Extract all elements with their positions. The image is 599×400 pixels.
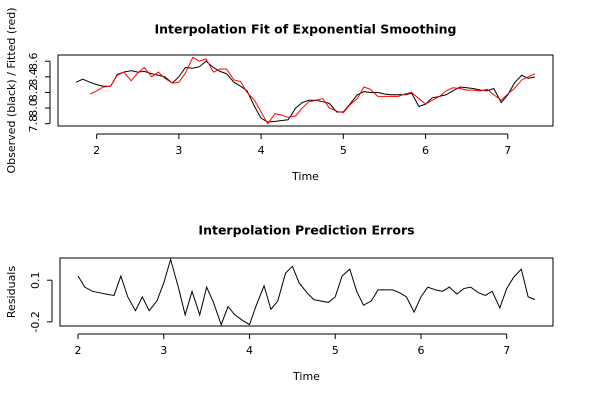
x-tick-label: 3 [160, 344, 167, 357]
y-tick-label: 0.1 [29, 271, 42, 289]
x-tick-label: 2 [93, 144, 100, 157]
chart-title: Interpolation Prediction Errors [198, 223, 414, 238]
y-axis-label: Observed (black) / Fitted (red) [5, 8, 18, 174]
x-axis-label: Time [292, 370, 320, 383]
plot-box [57, 54, 554, 127]
data-line [75, 60, 536, 123]
y-tick-label: 7.8 [27, 115, 40, 132]
x-tick-label: 6 [417, 344, 424, 357]
x-tick-label: 4 [258, 144, 265, 157]
y-tick-label: 8.4 [27, 68, 40, 86]
y-tick-label: 8.2 [27, 84, 40, 102]
x-tick-label: 6 [422, 144, 429, 157]
x-tick-label: 3 [175, 144, 182, 157]
y-tick-label: 8.6 [27, 52, 40, 70]
plot-box [59, 257, 554, 327]
y-tick-label: 8.0 [27, 99, 40, 117]
data-line [89, 56, 536, 125]
x-tick-label: 2 [75, 344, 82, 357]
x-tick-label: 5 [340, 144, 347, 157]
x-tick-label: 5 [332, 344, 339, 357]
x-tick-label: 7 [504, 144, 511, 157]
x-tick-label: 4 [246, 344, 253, 357]
y-tick-label: -0.2 [29, 311, 42, 332]
y-axis-label: Residuals [5, 266, 18, 318]
x-tick-label: 7 [503, 344, 510, 357]
x-axis-label: Time [291, 170, 319, 183]
chart-title: Interpolation Fit of Exponential Smoothi… [154, 22, 456, 37]
data-line [77, 257, 536, 327]
